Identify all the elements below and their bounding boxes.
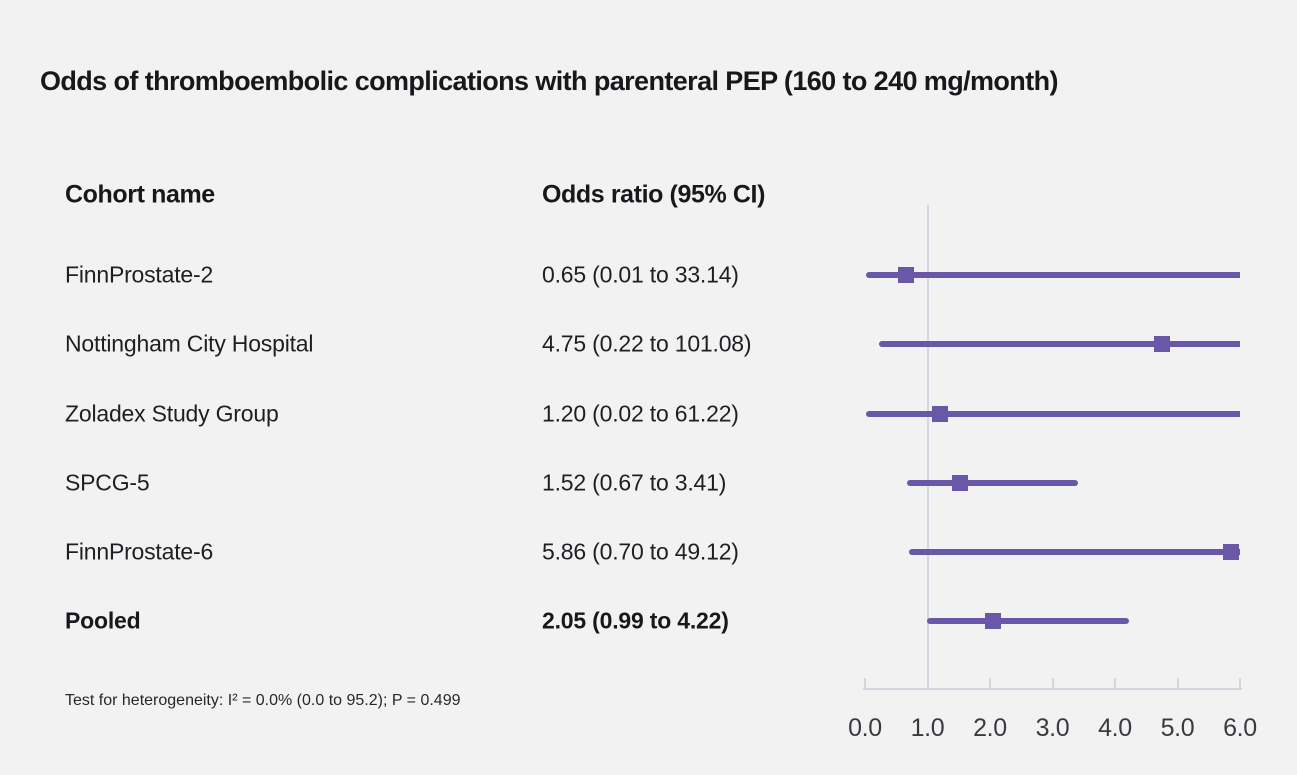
- x-axis-tick-label: 3.0: [1035, 714, 1070, 742]
- ci-line: [906, 480, 1079, 486]
- x-axis-tick: [1239, 678, 1241, 688]
- x-axis-tick: [1114, 678, 1116, 688]
- x-axis-tick: [926, 678, 929, 688]
- odds-ratio-value: 1.52 (0.67 to 3.41): [542, 469, 727, 496]
- ci-line: [908, 549, 1240, 555]
- point-estimate-marker: [932, 406, 948, 422]
- x-axis-tick-label: 2.0: [973, 714, 1007, 742]
- odds-ratio-value-pooled: 2.05 (0.99 to 4.22): [542, 607, 729, 634]
- cohort-name: Nottingham City Hospital: [65, 330, 314, 357]
- odds-ratio-value: 1.20 (0.02 to 61.22): [542, 400, 739, 427]
- x-axis-tick: [989, 678, 991, 688]
- point-estimate-marker: [897, 267, 914, 283]
- x-axis-tick-label: 1.0: [910, 714, 945, 742]
- column-header-odds-ratio: Odds ratio (95% CI): [542, 180, 765, 209]
- cohort-name-pooled: Pooled: [65, 607, 141, 634]
- reference-line: [926, 205, 929, 688]
- point-estimate-marker: [952, 475, 968, 491]
- cohort-name: Zoladex Study Group: [65, 400, 279, 427]
- cohort-name: FinnProstate-6: [65, 538, 214, 565]
- figure-title: Odds of thromboembolic complications wit…: [40, 66, 1058, 96]
- x-axis-tick-label: 5.0: [1160, 714, 1195, 742]
- ci-line: [926, 618, 1129, 624]
- heterogeneity-footnote: Test for heterogeneity: I² = 0.0% (0.0 t…: [65, 692, 461, 709]
- ci-line: [865, 272, 1240, 278]
- x-axis-tick-label: 6.0: [1223, 714, 1257, 742]
- point-estimate-marker: [1153, 336, 1170, 352]
- x-axis-tick: [864, 678, 866, 688]
- point-estimate-marker: [1223, 544, 1240, 560]
- column-header-cohort: Cohort name: [65, 180, 215, 209]
- odds-ratio-value: 4.75 (0.22 to 101.08): [542, 330, 752, 357]
- ci-line: [866, 411, 1240, 417]
- cohort-name: FinnProstate-2: [65, 261, 214, 288]
- point-estimate-marker-pooled: [985, 613, 1002, 629]
- cohort-name: SPCG-5: [65, 469, 150, 496]
- x-axis-tick-label: 0.0: [848, 714, 882, 742]
- x-axis-line: [863, 688, 1242, 690]
- x-axis-tick-label: 4.0: [1098, 714, 1132, 742]
- ci-line: [878, 341, 1240, 347]
- odds-ratio-value: 5.86 (0.70 to 49.12): [542, 538, 739, 565]
- x-axis-tick: [1176, 678, 1179, 688]
- odds-ratio-value: 0.65 (0.01 to 33.14): [542, 261, 739, 288]
- x-axis-tick: [1051, 678, 1054, 688]
